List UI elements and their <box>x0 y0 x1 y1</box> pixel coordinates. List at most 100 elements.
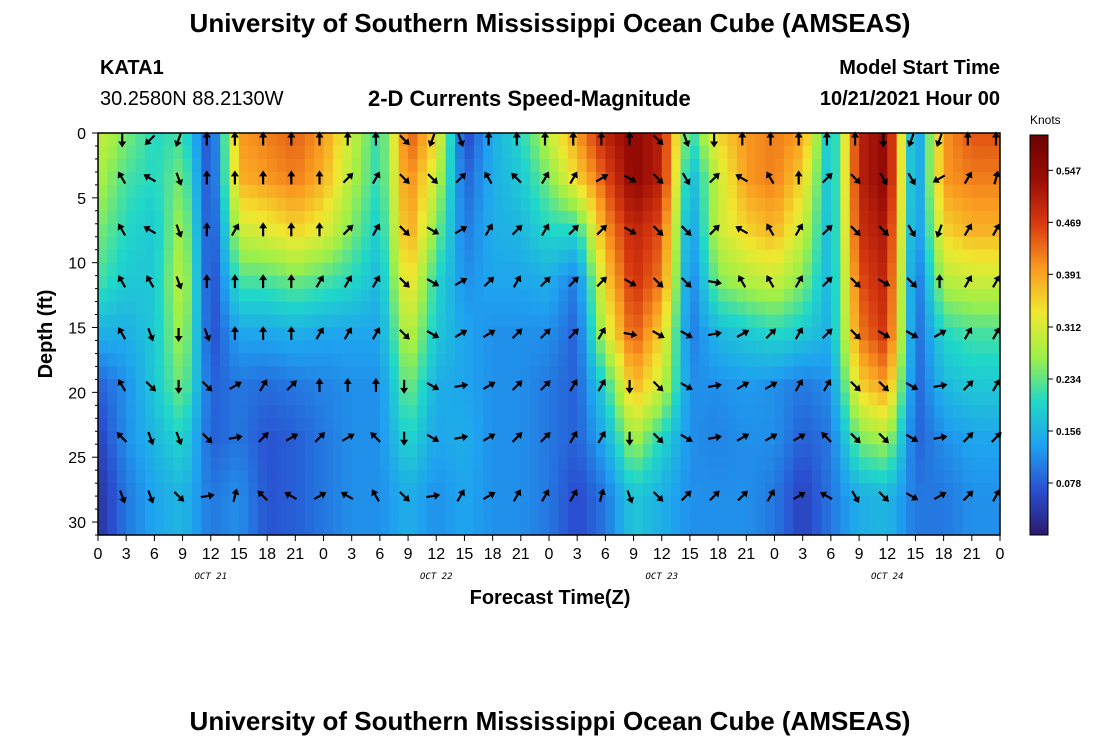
heatmap-cell <box>821 236 832 251</box>
heatmap-cell <box>718 431 729 445</box>
heatmap-cell <box>98 236 108 251</box>
heatmap-cell <box>680 145 691 160</box>
heatmap-cell <box>934 288 945 303</box>
heatmap-cell <box>586 431 597 445</box>
heatmap-cell <box>736 301 747 316</box>
heatmap-cell <box>887 470 898 484</box>
heatmap-cell <box>746 197 757 212</box>
heatmap-cell <box>126 184 137 199</box>
heatmap-cell <box>295 418 306 432</box>
heatmap-cell <box>840 470 851 484</box>
heatmap-cell <box>605 210 616 225</box>
heatmap-cell <box>680 405 691 419</box>
heatmap-cell <box>783 262 794 277</box>
heatmap-cell <box>116 522 127 535</box>
heatmap-cell <box>736 288 747 303</box>
heatmap-cell <box>812 249 823 264</box>
heatmap-cell <box>868 392 879 406</box>
heatmap-cell <box>473 522 484 535</box>
heatmap-cell <box>943 444 954 458</box>
heatmap-cell <box>680 249 691 264</box>
heatmap-cell <box>793 249 804 264</box>
heatmap-cell <box>285 444 296 458</box>
heatmap-cell <box>661 470 672 484</box>
heatmap-cell <box>783 133 794 147</box>
heatmap-cell <box>342 158 353 173</box>
current-arrow <box>878 380 889 392</box>
heatmap-cell <box>276 483 287 497</box>
heatmap-cell <box>821 444 832 458</box>
heatmap-cell <box>671 366 682 380</box>
heatmap-cell <box>896 145 907 160</box>
heatmap-cell <box>379 431 390 445</box>
heatmap-cell <box>201 301 212 316</box>
heatmap-cell <box>539 145 550 160</box>
heatmap-cell <box>238 340 249 355</box>
heatmap-cell <box>520 275 531 290</box>
heatmap-cell <box>389 483 400 497</box>
heatmap-cell <box>783 236 794 251</box>
heatmap-cell <box>586 184 597 199</box>
heatmap-cell <box>718 366 729 380</box>
heatmap-cell <box>417 496 428 510</box>
heatmap-cell <box>699 340 710 355</box>
station-coordinates: 30.2580N 88.2130W <box>100 88 284 110</box>
heatmap-cell <box>361 236 372 251</box>
heatmap-cell <box>868 314 879 329</box>
heatmap-cell <box>915 470 926 484</box>
current-arrow <box>905 381 919 391</box>
heatmap-cell <box>642 483 653 497</box>
heatmap-cell <box>464 366 475 380</box>
heatmap-cell <box>633 509 644 523</box>
heatmap-cell <box>549 197 559 212</box>
heatmap-cell <box>332 509 343 523</box>
heatmap-cell <box>971 236 982 251</box>
heatmap-cell <box>840 496 851 510</box>
heatmap-cell <box>671 184 682 199</box>
heatmap-cell <box>802 171 813 186</box>
heatmap-cell <box>464 470 475 484</box>
heatmap-cell <box>229 145 240 160</box>
current-arrow <box>202 274 211 289</box>
heatmap-cell <box>549 171 559 186</box>
heatmap-cell <box>549 366 559 380</box>
heatmap-cell <box>689 379 700 393</box>
heatmap-cell <box>727 145 738 160</box>
heatmap-cell <box>736 509 747 523</box>
heatmap-cell <box>530 223 541 238</box>
heatmap-cell <box>126 197 137 212</box>
heatmap-cell <box>144 470 155 484</box>
heatmap-cell <box>868 353 879 368</box>
heatmap-cell <box>736 249 747 264</box>
heatmap-cell <box>586 496 597 510</box>
heatmap-cell <box>943 483 954 497</box>
heatmap-cell <box>990 444 1000 458</box>
heatmap-cell <box>126 210 137 225</box>
heatmap-cell <box>379 379 390 393</box>
heatmap-cell <box>981 366 992 380</box>
current-arrow <box>175 276 184 290</box>
heatmap-cell <box>182 509 193 523</box>
heatmap-cell <box>605 133 616 147</box>
heatmap-cell <box>267 145 278 160</box>
heatmap-cell <box>755 301 766 316</box>
colorbar-tick-label: 0.547 <box>1056 166 1081 177</box>
heatmap-cell <box>398 353 409 368</box>
heatmap-cell <box>351 509 362 523</box>
heatmap-cell <box>633 431 644 445</box>
heatmap-cell <box>276 171 287 186</box>
heatmap-cell <box>107 249 118 264</box>
current-arrow <box>119 490 127 504</box>
chart-subtitle: 2-D Currents Speed-Magnitude <box>368 86 691 111</box>
heatmap-cell <box>953 522 964 535</box>
heatmap-cell <box>248 275 259 290</box>
heatmap-cell <box>962 145 973 160</box>
heatmap-cell <box>887 522 898 535</box>
heatmap-cell <box>868 483 879 497</box>
heatmap-cell <box>821 405 832 419</box>
x-tick-label: 18 <box>258 546 276 563</box>
heatmap-cell <box>783 509 794 523</box>
heatmap-cell <box>849 392 860 406</box>
heatmap-cell <box>708 522 719 535</box>
heatmap-cell <box>107 145 118 160</box>
